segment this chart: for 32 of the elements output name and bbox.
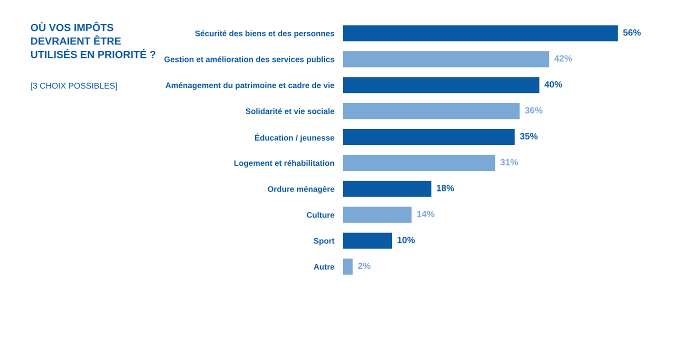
- y-tick-label: Solidarité et vie sociale: [246, 108, 334, 114]
- bar: [342, 180, 432, 197]
- data-label: 35%: [520, 133, 538, 140]
- bar: [342, 128, 515, 146]
- bar: [342, 258, 353, 275]
- bar: [342, 232, 392, 249]
- data-label: 40%: [544, 81, 562, 88]
- bar: [342, 154, 496, 171]
- y-tick-label: Logement et réhabilitation: [234, 160, 334, 168]
- data-label: 18%: [436, 184, 454, 192]
- y-tick-label: Culture: [306, 212, 334, 218]
- bar: [342, 77, 540, 94]
- y-tick-label: Sport: [314, 238, 334, 246]
- bar: [342, 51, 550, 68]
- text: [3 CHOIX POSSIBLES]: [30, 82, 117, 90]
- y-tick-label: Gestion et amélioration des services publics: [164, 56, 334, 64]
- data-label: 36%: [524, 107, 543, 114]
- bar: [342, 25, 618, 42]
- y-tick-label: Aménagement du patrimoine et cadre de vie: [166, 82, 334, 90]
- data-label: 42%: [554, 55, 572, 62]
- y-tick-label: Sécurité des biens et des personnes: [195, 30, 334, 38]
- data-label: 10%: [398, 236, 415, 244]
- data-label: 14%: [417, 210, 434, 218]
- data-label: 56%: [623, 29, 641, 36]
- text: OÙ VOS IMPÔTS DEVRAIENT ÊTRE UTILISÉS EN PRIORITÉ ?: [30, 22, 156, 58]
- y-tick-label: Autre: [314, 264, 334, 270]
- data-label: 31%: [500, 158, 518, 166]
- y-tick-label: Éducation / jeunesse: [254, 133, 334, 142]
- y-tick-label: Ordure ménagère: [268, 186, 334, 194]
- bar: [342, 206, 412, 223]
- bar: [342, 103, 520, 120]
- data-label: 2%: [358, 262, 371, 270]
